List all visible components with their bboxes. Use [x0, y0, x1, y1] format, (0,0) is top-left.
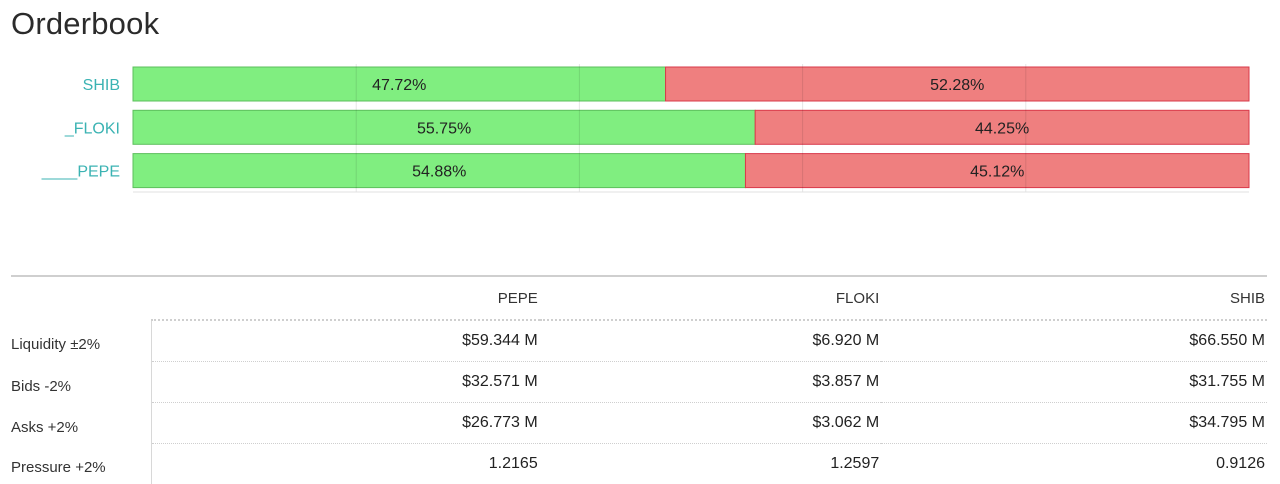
row-label-header — [11, 277, 152, 320]
table-cell: $3.857 M — [540, 362, 882, 403]
column-header-floki: FLOKI — [540, 277, 882, 320]
table-cell: $26.773 M — [152, 403, 540, 444]
stats-header-row: PEPE FLOKI SHIB — [11, 277, 1267, 320]
table-cell: $59.344 M — [152, 320, 540, 362]
table-cell: $32.571 M — [152, 362, 540, 403]
category-label: SHIB — [83, 77, 120, 94]
table-cell: $31.755 M — [881, 362, 1267, 403]
category-label: _FLOKI — [64, 120, 120, 137]
row-label: Asks +2% — [11, 403, 152, 444]
data-label: 44.25% — [975, 120, 1029, 137]
table-cell: $3.062 M — [540, 403, 882, 444]
orderbook-chart: 47.72% 52.28% SHIB 55.75% 44.25% _FLOKI 54.88%… — [0, 0, 1280, 200]
table-cell: $66.550 M — [881, 320, 1267, 362]
data-label: 55.75% — [417, 120, 471, 137]
table-row: Asks +2% $26.773 M $3.062 M $34.795 M — [11, 403, 1267, 444]
table-cell: $34.795 M — [881, 403, 1267, 444]
stats-table: PEPE FLOKI SHIB Liquidity ±2% $59.344 M … — [11, 277, 1267, 484]
data-label: 45.12% — [970, 164, 1024, 181]
column-header-shib: SHIB — [881, 277, 1267, 320]
table-row: Bids -2% $32.571 M $3.857 M $31.755 M — [11, 362, 1267, 403]
orderbook-stats: PEPE FLOKI SHIB Liquidity ±2% $59.344 M … — [11, 275, 1267, 484]
data-label: 52.28% — [930, 77, 984, 94]
table-cell: $6.920 M — [540, 320, 882, 362]
category-label: ____PEPE — [41, 164, 120, 181]
data-label: 47.72% — [372, 77, 426, 94]
row-label: Bids -2% — [11, 362, 152, 403]
column-header-pepe: PEPE — [152, 277, 540, 320]
table-row: Liquidity ±2% $59.344 M $6.920 M $66.550… — [11, 320, 1267, 362]
data-label: 54.88% — [412, 164, 466, 181]
row-label: Liquidity ±2% — [11, 320, 152, 362]
